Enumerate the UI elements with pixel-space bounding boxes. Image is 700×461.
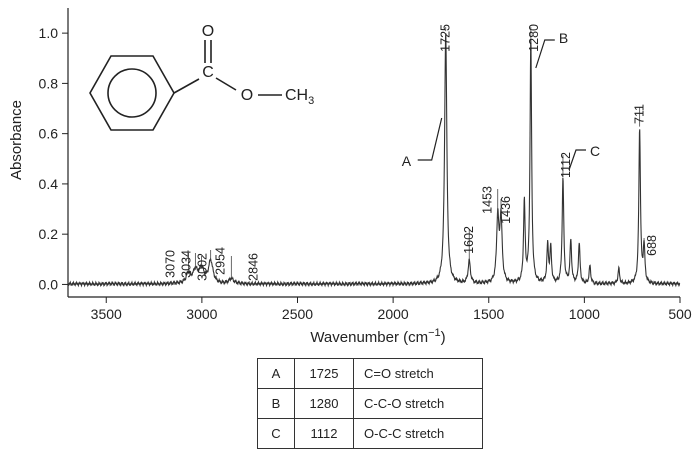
table-row: B 1280 C-C-O stretch [257, 388, 483, 419]
y-tick-label: 0.2 [39, 226, 59, 242]
band-assignment-table: A 1725 C=O stretch B 1280 C-C-O stretch C 1112 O… [257, 358, 483, 449]
peak-label-2954: 2954 [214, 247, 228, 275]
methyl-group: CH3 [285, 87, 314, 107]
peak-label-1280: 1280 [527, 24, 541, 52]
carbon-to-ester-o-bond [215, 77, 237, 91]
carbonyl-carbon: C [202, 64, 214, 81]
peak-label-1725: 1725 [439, 24, 453, 52]
ring-to-carbon-bond [173, 78, 200, 94]
table-cell-assignment: C=O stretch [353, 358, 483, 389]
ir-spectrum-chart: 3500 3000 2500 2000 1500 1000 500 0.0 0.2 0.4 0.6 0… [8, 8, 692, 346]
y-tick-label: 0.6 [39, 126, 59, 142]
spectrum-line [67, 33, 681, 288]
aromatic-ring-circle [107, 68, 157, 118]
x-axis-label-sup: −1 [428, 327, 441, 339]
x-tick-label: 2500 [282, 306, 313, 322]
peak-label-2846: 2846 [246, 253, 260, 281]
table-cell-label: C [257, 418, 295, 449]
peak-label-3070: 3070 [163, 250, 177, 278]
x-tick-label: 3000 [186, 306, 217, 322]
methyl-ch: CH [285, 87, 308, 104]
x-tick-label: 3500 [91, 306, 122, 322]
peak-labels: 3070 3034 3002 2954 2846 1725 1602 1453 1436 1280… [163, 24, 659, 281]
benzene-ring [89, 55, 175, 131]
peak-label-leaders [188, 27, 645, 278]
axes [67, 8, 680, 298]
y-tick-label: 1.0 [39, 25, 59, 41]
peak-label-1453: 1453 [481, 186, 495, 214]
y-tick-label: 0.0 [39, 276, 59, 292]
y-tick-label: 0.4 [39, 176, 59, 192]
axis-ticks: 3500 3000 2500 2000 1500 1000 500 0.0 0.2 0.4 0.6 0… [39, 25, 692, 322]
table-cell-wavenumber: 1112 [294, 418, 354, 449]
x-tick-label: 500 [668, 306, 692, 322]
ester-oxygen: O [241, 87, 253, 104]
methyl-benzoate-structure: O C O CH3 [89, 23, 314, 131]
x-tick-label: 1000 [569, 306, 600, 322]
table-row: A 1725 C=O stretch [257, 358, 483, 389]
peak-label-1602: 1602 [462, 226, 476, 254]
table-cell-label: A [257, 358, 295, 389]
peak-label-688: 688 [645, 235, 659, 256]
x-axis-label-close: ) [441, 329, 446, 346]
peak-label-3002: 3002 [195, 253, 209, 281]
x-tick-label: 2000 [378, 306, 409, 322]
table-cell-wavenumber: 1725 [294, 358, 354, 389]
table-cell-label: B [257, 388, 295, 419]
y-axis-label: Absorbance [8, 100, 25, 180]
table-cell-assignment: C-C-O stretch [353, 388, 483, 419]
x-axis-label-main: Wavenumber (cm [310, 329, 428, 346]
x-tick-label: 1500 [473, 306, 504, 322]
peak-label-1436: 1436 [499, 196, 513, 224]
annotation-label-C: C [590, 143, 600, 159]
x-axis-label: Wavenumber (cm−1) [310, 327, 445, 346]
table-cell-wavenumber: 1280 [294, 388, 354, 419]
annotation-leader-B [535, 39, 555, 69]
methyl-subscript: 3 [308, 95, 314, 107]
carbonyl-oxygen: O [202, 23, 214, 40]
peak-label-1112: 1112 [559, 152, 573, 178]
annotations: A B C [402, 30, 600, 171]
y-tick-label: 0.8 [39, 75, 59, 91]
annotation-leader-A [417, 117, 443, 161]
table-cell-assignment: O-C-C stretch [353, 418, 483, 449]
annotation-label-A: A [402, 153, 412, 169]
peak-label-711: 711 [633, 104, 647, 124]
table-row: C 1112 O-C-C stretch [257, 418, 483, 449]
annotation-leader-C [568, 149, 586, 171]
peak-label-3034: 3034 [179, 250, 193, 278]
annotation-label-B: B [559, 30, 568, 46]
